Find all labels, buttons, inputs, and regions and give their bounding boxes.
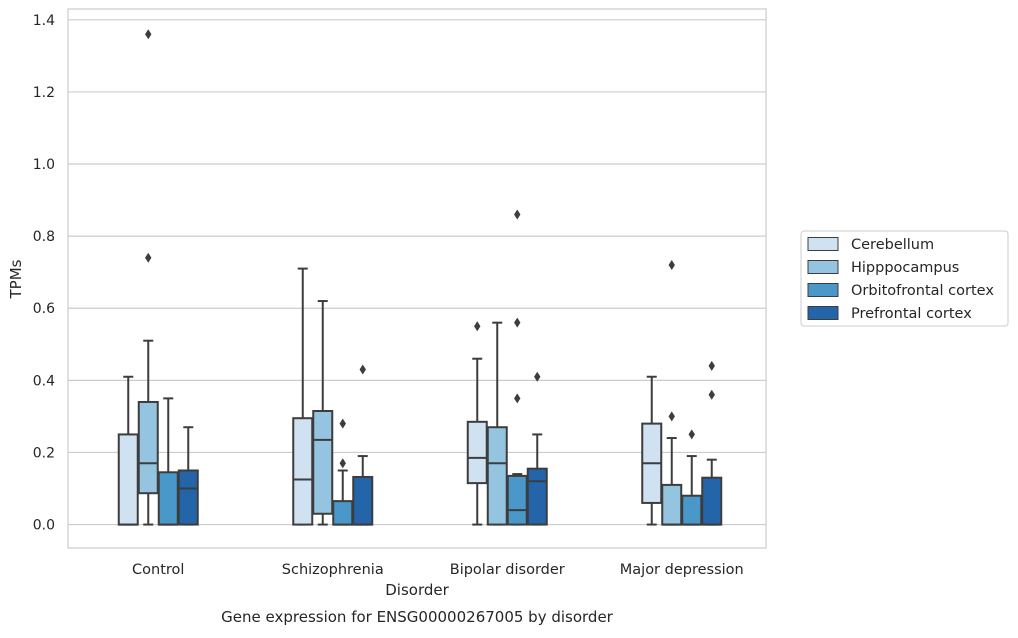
box-body <box>661 483 683 526</box>
y-tick-label: 0.6 <box>33 301 55 317</box>
box-body <box>352 475 374 526</box>
y-tick-label: 0.2 <box>33 445 55 461</box>
y-axis-label: TPMs <box>7 259 25 299</box>
box-body <box>177 469 199 526</box>
box-body <box>157 471 179 526</box>
box-body <box>332 500 354 526</box>
box-body <box>312 409 334 515</box>
box-prefrontal-cortex <box>526 371 548 526</box>
legend-frame <box>800 230 1009 327</box>
box-prefrontal-cortex <box>177 426 199 526</box>
box-hipppocampus <box>137 29 159 526</box>
outlier-point <box>688 429 695 440</box>
x-axis-label: Disorder <box>385 581 449 599</box>
legend: Cerebellum Hipppocampus Orbitofrontal cort… <box>800 230 1009 327</box>
x-tick-label: Bipolar disorder <box>450 562 565 578</box>
y-tick-label: 0.4 <box>33 373 55 389</box>
box-body <box>506 474 528 526</box>
outlier-point <box>668 259 675 270</box>
legend-label: Orbitofrontal cortex <box>851 283 994 299</box>
y-tick-label: 1.2 <box>33 85 55 101</box>
legend-label: Cerebellum <box>851 237 934 253</box>
chart-caption: Gene expression for ENSG00000267005 by d… <box>221 608 614 626</box>
box-layer <box>117 29 723 526</box>
y-tick-label: 1.0 <box>33 157 55 173</box>
box-prefrontal-cortex <box>352 364 374 526</box>
y-tick-label: 0.8 <box>33 229 55 245</box>
box-body <box>117 433 139 526</box>
legend-swatch <box>807 283 839 297</box>
legend-swatch <box>807 260 839 274</box>
box-body <box>292 417 314 526</box>
box-body <box>486 426 508 526</box>
x-tick-label: Schizophrenia <box>282 562 384 578</box>
legend-label: Hipppocampus <box>851 260 959 276</box>
box-body <box>681 494 703 526</box>
outlier-point <box>708 389 715 400</box>
outlier-point <box>339 458 346 469</box>
x-tick-label: Control <box>132 562 184 578</box>
box-body <box>526 467 548 526</box>
box-orbitofrontal-cortex <box>332 418 354 526</box>
outlier-point <box>534 371 541 382</box>
outlier-point <box>708 360 715 371</box>
box-body <box>137 400 159 495</box>
outlier-point <box>474 321 481 332</box>
outlier-point <box>668 411 675 422</box>
y-tick-labels: 0.0 0.2 0.4 0.6 0.8 1.0 1.2 1.4 <box>33 13 55 534</box>
outlier-point <box>514 317 521 328</box>
outlier-point <box>514 209 521 220</box>
box-cerebellum <box>641 375 663 526</box>
outlier-point <box>339 418 346 429</box>
legend-swatch <box>807 306 839 320</box>
box-prefrontal-cortex <box>701 360 723 526</box>
legend-swatch <box>807 237 839 251</box>
box-hipppocampus <box>486 321 508 526</box>
outlier-point <box>514 393 521 404</box>
outlier-point <box>359 364 366 375</box>
x-tick-labels: Control Schizophrenia Bipolar disorder Majo… <box>132 562 744 578</box>
x-tick-label: Major depression <box>620 562 744 578</box>
box-hipppocampus <box>312 300 334 526</box>
y-tick-label: 0.0 <box>33 518 55 534</box>
y-tick-label: 1.4 <box>33 13 55 29</box>
legend-label: Prefrontal cortex <box>851 306 972 322</box>
outlier-point <box>145 252 152 263</box>
box-body <box>701 476 723 526</box>
box-body <box>466 420 488 485</box>
outlier-point <box>145 29 152 40</box>
box-hipppocampus <box>661 259 683 526</box>
